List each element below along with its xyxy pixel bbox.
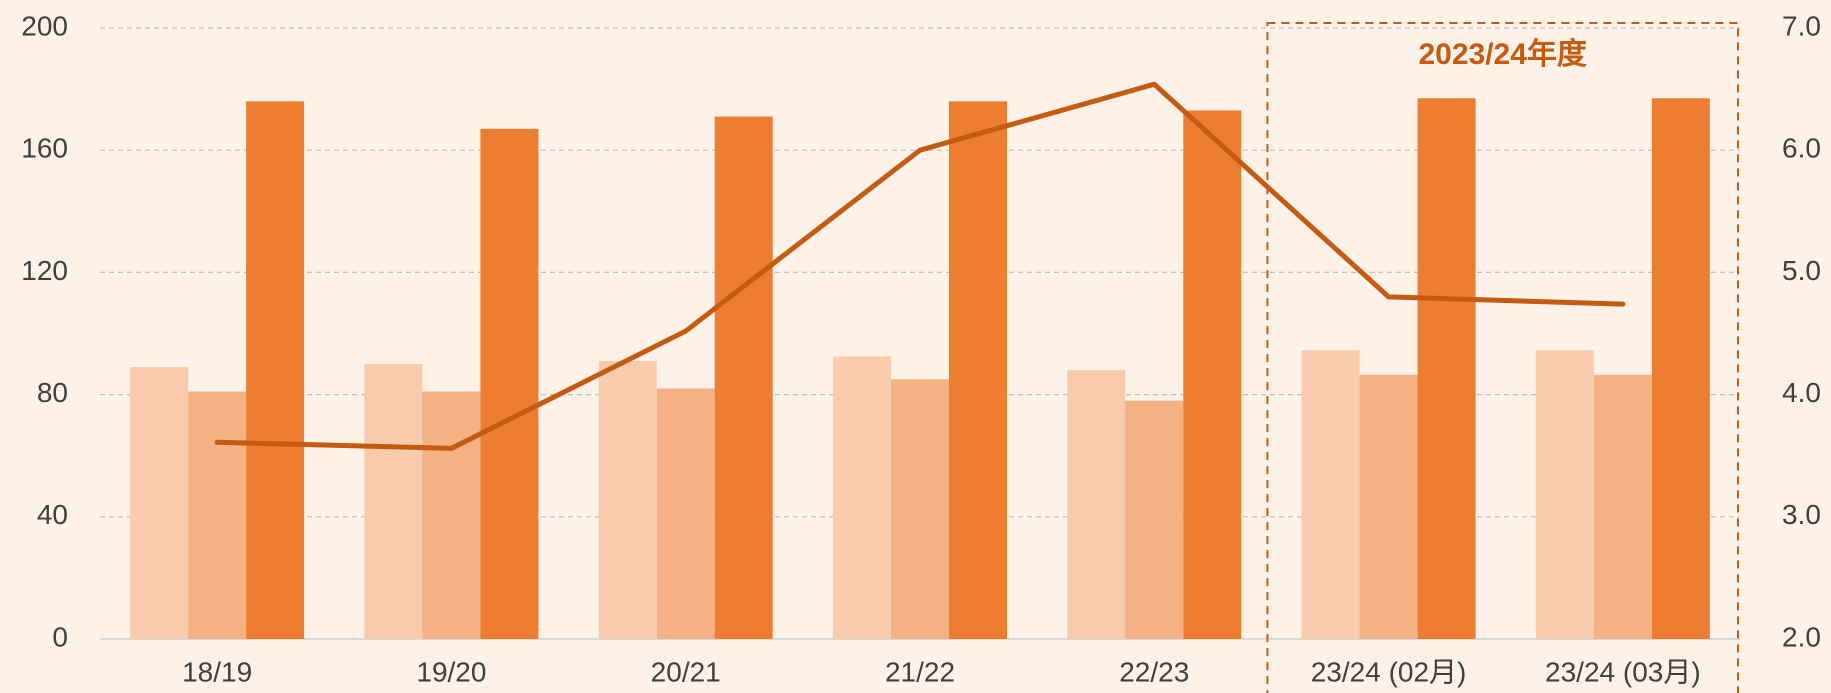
bar [833,356,891,639]
bar [1417,98,1476,639]
bar [364,364,423,639]
x-tick-label: 22/23 [1119,656,1189,687]
y-tick-label: 160 [21,133,68,164]
bar [422,391,481,639]
x-tick-label: 19/20 [416,656,486,687]
y-tick-label: 0 [52,621,68,652]
y2-tick-label: 6.0 [1782,133,1821,164]
x-tick-label: 21/22 [885,656,955,687]
bar [1535,350,1594,639]
x-tick-label: 18/19 [182,656,252,687]
bar [891,379,949,639]
y2-tick-label: 3.0 [1782,499,1821,530]
x-tick-label: 23/24 (02月) [1311,656,1467,687]
x-tick-label: 23/24 (03月) [1545,656,1701,687]
y2-tick-label: 5.0 [1782,255,1821,286]
bar [1301,350,1360,639]
bar [1359,374,1418,639]
bar [1651,98,1710,639]
y-tick-label: 80 [37,377,68,408]
bar [949,101,1007,639]
y2-tick-label: 7.0 [1782,10,1821,41]
bar [1125,400,1184,639]
bar [598,360,657,639]
bar [130,367,189,639]
bar [246,101,305,639]
bar [188,391,247,639]
bar [714,116,773,640]
bar [1067,370,1126,639]
bar [656,388,715,639]
y2-tick-label: 4.0 [1782,377,1821,408]
y-tick-label: 40 [37,499,68,530]
x-tick-label: 20/21 [651,656,721,687]
bar [1183,110,1242,640]
line [214,81,1626,451]
annotation: 2023/24年度 [1418,38,1586,71]
y-tick-label: 120 [21,255,68,286]
bar [1593,374,1652,639]
highlight-box [1266,22,1740,693]
bar [480,128,539,639]
y2-tick-label: 2.0 [1782,621,1821,652]
y-tick-label: 200 [21,10,68,41]
